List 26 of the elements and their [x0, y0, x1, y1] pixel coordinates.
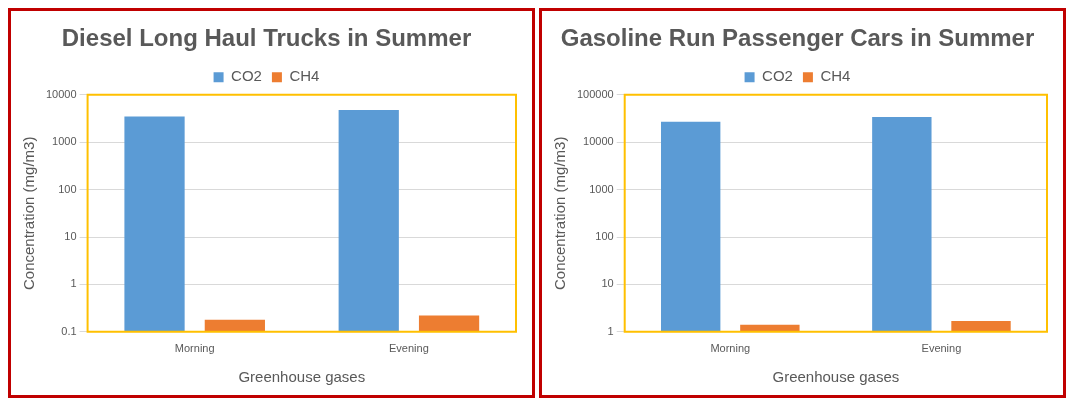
chart-title: Gasoline Run Passenger Cars in Summer — [560, 24, 1035, 52]
x-tick-label: Morning — [174, 342, 215, 355]
y-tick-label: 1000 — [52, 135, 77, 148]
y-tick-label: 100 — [58, 182, 77, 195]
legend-label: CO2 — [762, 67, 793, 85]
y-tick-label: 1 — [70, 277, 77, 290]
y-tick-label: 10 — [64, 230, 77, 243]
y-tick-label: 10 — [601, 277, 614, 290]
y-axis-title: Concentration (mg/m3) — [20, 136, 38, 290]
x-axis-title: Greenhouse gases — [238, 368, 366, 386]
legend-label: CH4 — [820, 67, 851, 85]
chart-title: Diesel Long Haul Trucks in Summer — [61, 24, 472, 52]
x-axis-title: Greenhouse gases — [772, 368, 900, 386]
x-tick-label: Morning — [710, 342, 751, 355]
y-tick-label: 10000 — [45, 87, 77, 100]
y-tick-label: 100000 — [576, 87, 614, 100]
x-tick-label: Evening — [389, 342, 429, 355]
y-tick-label: 0.1 — [61, 324, 77, 337]
legend-label: CH4 — [289, 67, 320, 85]
y-axis-title: Concentration (mg/m3) — [551, 136, 569, 290]
y-tick-label: 100 — [595, 230, 614, 243]
y-tick-label: 1 — [607, 324, 614, 337]
x-tick-label: Evening — [921, 342, 962, 355]
y-tick-label: 1000 — [589, 182, 614, 195]
legend-label: CO2 — [231, 67, 262, 85]
y-tick-label: 10000 — [583, 135, 614, 148]
